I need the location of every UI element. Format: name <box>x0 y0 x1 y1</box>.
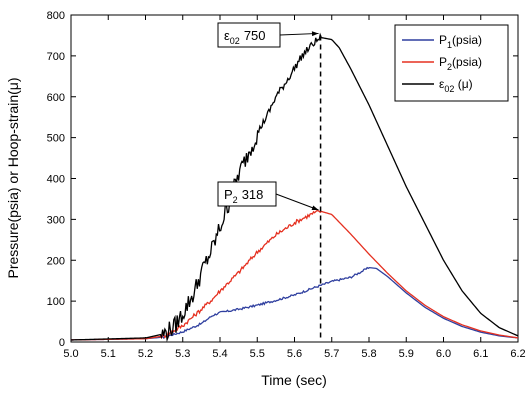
legend: P1(psia) P2(psia) ε02 (μ) <box>394 24 509 102</box>
x-tick-label: 6.0 <box>436 348 451 360</box>
y-tick-label: 600 <box>47 92 65 104</box>
x-tick-label: 6.1 <box>473 348 488 360</box>
y-tick-label: 100 <box>47 296 65 308</box>
x-tick-label: 5.5 <box>250 348 265 360</box>
y-tick-label: 500 <box>47 133 65 145</box>
x-tick-label: 5.3 <box>175 348 190 360</box>
x-tick-label: 5.4 <box>212 348 227 360</box>
legend-entry: ε02 (μ) <box>439 77 473 94</box>
x-tick-label: 5.2 <box>138 348 153 360</box>
x-tick-label: 5.1 <box>101 348 116 360</box>
annotation-label: ε02 750 <box>224 28 266 46</box>
x-tick-label: 5.6 <box>287 348 302 360</box>
x-tick-label: 6.2 <box>510 348 525 360</box>
annotation-box <box>217 22 281 48</box>
y-tick-label: 300 <box>47 214 65 226</box>
series-line <box>70 266 519 341</box>
annotation-arrowhead <box>311 31 319 37</box>
annotation-label: P2 318 <box>224 187 263 205</box>
y-tick-label: 0 <box>59 337 65 349</box>
y-tick-label: 700 <box>47 51 65 63</box>
series-line <box>70 32 519 343</box>
legend-entry: P2(psia) <box>439 55 482 72</box>
x-tick-label: 5.8 <box>361 348 376 360</box>
axis-ticks: 5.0 5.1 5.2 5.3 5.4 5.5 5.6 5.7 5.8 5.9 6.0 6.1 6.2 0… <box>47 10 526 360</box>
x-tick-label: 5.7 <box>324 348 339 360</box>
x-axis-label: Time (sec) <box>261 372 327 388</box>
series-layer <box>70 32 519 343</box>
y-tick-label: 400 <box>47 174 65 186</box>
x-tick-label: 5.9 <box>399 348 414 360</box>
annotation-arrowhead <box>311 205 319 211</box>
y-axis-label: Pressure(psia) or Hoop-strain(μ) <box>5 77 21 278</box>
series-line <box>70 210 519 341</box>
legend-box <box>394 24 509 102</box>
annotation-arrow <box>275 193 319 211</box>
y-tick-label: 800 <box>47 10 65 22</box>
y-tick-label: 200 <box>47 255 65 267</box>
annotations: ε02 750 P2 318 <box>217 22 319 211</box>
legend-entry: P1(psia) <box>439 33 482 50</box>
x-tick-label: 5.0 <box>63 348 78 360</box>
